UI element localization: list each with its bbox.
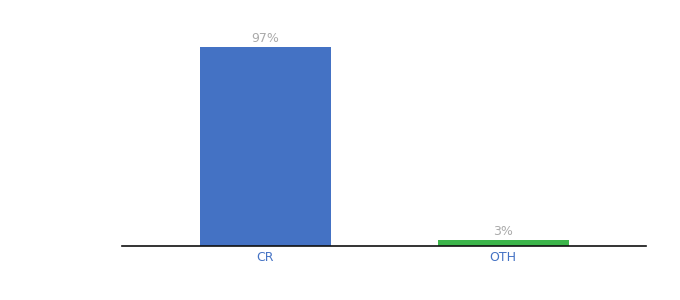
Bar [438, 240, 568, 246]
Text: 3%: 3% [493, 225, 513, 238]
Bar [200, 46, 330, 246]
Text: 97%: 97% [252, 32, 279, 45]
